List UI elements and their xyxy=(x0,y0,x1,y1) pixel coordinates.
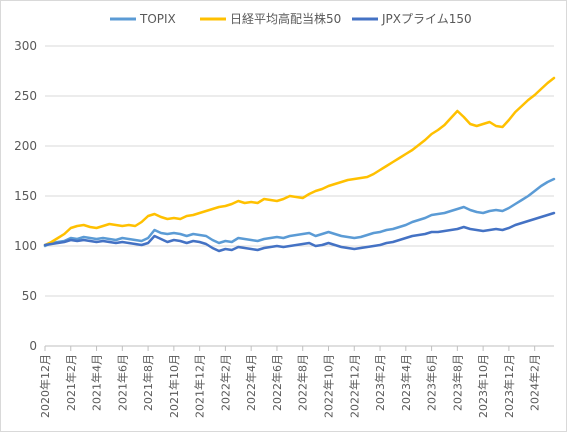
x-tick-label: 2023年12月 xyxy=(502,354,516,418)
y-tick-label: 300 xyxy=(14,39,37,53)
x-tick-label: 2023年6月 xyxy=(425,354,439,411)
x-tick-label: 2021年2月 xyxy=(64,354,78,411)
x-tick-label: 2022年2月 xyxy=(218,354,232,411)
y-tick-label: 250 xyxy=(14,89,37,103)
y-tick-label: 0 xyxy=(29,339,37,353)
x-tick-label: 2020年12月 xyxy=(38,354,52,418)
x-tick-label: 2023年10月 xyxy=(476,354,490,418)
gridlines xyxy=(45,45,554,347)
legend-label: JPXプライム150 xyxy=(381,12,472,26)
x-tick-label: 2024年2月 xyxy=(528,354,542,411)
x-tick-label: 2022年4月 xyxy=(244,354,258,411)
legend-label: TOPIX xyxy=(139,12,176,26)
series-line-2 xyxy=(43,211,556,253)
x-tick-label: 2021年10月 xyxy=(167,354,181,418)
x-tick-label: 2022年6月 xyxy=(270,354,284,411)
legend-label: 日経平均高配当株50 xyxy=(230,11,341,26)
x-tick-label: 2023年8月 xyxy=(450,354,464,411)
y-axis: 0 50 100 150 200 250 300 xyxy=(14,39,37,353)
x-tick-label: 2023年2月 xyxy=(373,354,387,411)
legend: TOPIX 日経平均高配当株50 JPXプライム150 xyxy=(110,11,472,26)
series-line-0 xyxy=(43,177,556,248)
x-tick-label: 2021年12月 xyxy=(193,354,207,418)
x-tick-label: 2021年4月 xyxy=(90,354,104,411)
x-tick-label: 2022年10月 xyxy=(321,354,335,418)
x-axis: 2020年12月 2021年2月 2021年4月 2021年6月 2021年8月 2021… xyxy=(38,345,554,418)
x-tick-label: 2021年6月 xyxy=(115,354,129,411)
series-lines xyxy=(43,76,556,253)
x-tick-label: 2021年8月 xyxy=(141,354,155,411)
x-tick-label: 2022年12月 xyxy=(347,354,361,418)
y-tick-label: 150 xyxy=(14,189,37,203)
x-tick-label: 2023年4月 xyxy=(399,354,413,411)
y-tick-label: 200 xyxy=(14,139,37,153)
x-tick-label: 2022年8月 xyxy=(296,354,310,411)
series-line-1 xyxy=(43,76,556,247)
y-tick-label: 50 xyxy=(22,289,37,303)
y-tick-label: 100 xyxy=(14,239,37,253)
